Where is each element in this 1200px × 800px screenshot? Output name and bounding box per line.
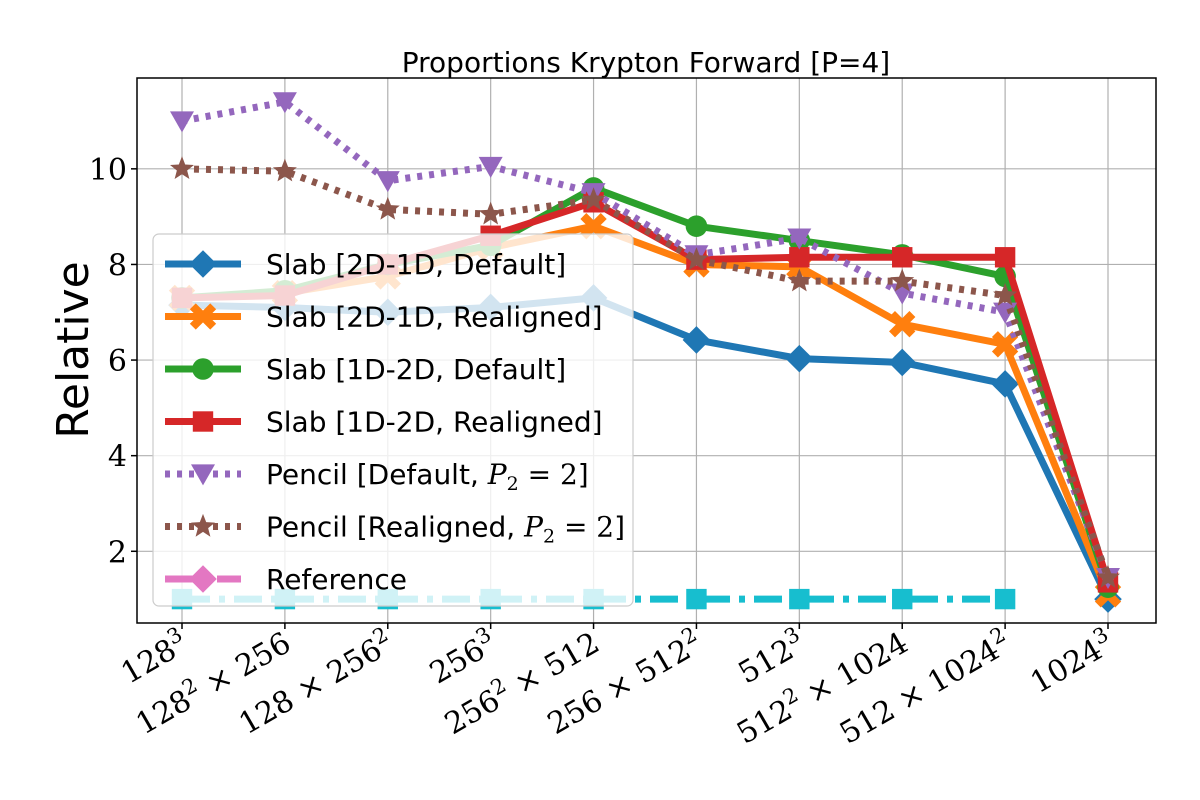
- y-tick-label: 6: [108, 344, 127, 379]
- legend-label: Pencil [Realigned, P2 = 2]: [266, 511, 625, 548]
- y-tick-label: 2: [108, 535, 127, 570]
- data-point: [789, 247, 810, 268]
- legend-entry: Slab [1D-2D, Default]: [165, 353, 566, 386]
- legend-entry: Slab [2D-1D, Default]: [165, 248, 566, 281]
- legend-entry: Slab [1D-2D, Realigned]: [165, 406, 603, 439]
- data-point: [478, 201, 503, 225]
- y-tick-label: 8: [108, 248, 127, 283]
- data-point: [685, 215, 708, 238]
- data-point: [478, 156, 503, 178]
- series-line: [181, 165, 1112, 579]
- legend-entry: Reference: [165, 563, 407, 596]
- x-tick-label: 10243: [1023, 622, 1120, 701]
- legend-label: Slab [2D-1D, Default]: [266, 248, 566, 281]
- data-point: [684, 247, 709, 270]
- legend-marker: [189, 250, 217, 278]
- data-point: [993, 282, 1018, 306]
- y-tick-label: 4: [108, 440, 127, 475]
- legend-marker: [191, 513, 215, 537]
- data-point: [787, 228, 812, 250]
- legend-box: [152, 233, 634, 607]
- data-point: [785, 344, 814, 373]
- data-point: [994, 588, 1016, 610]
- plot-frame: [136, 77, 1157, 624]
- data-point: [892, 247, 913, 268]
- data-point: [375, 171, 400, 193]
- data-point: [272, 92, 297, 114]
- legend-marker: [192, 358, 214, 380]
- legend-label: Pencil [Default, P2 = 2]: [266, 458, 589, 495]
- legend-label: Reference: [266, 563, 407, 596]
- legend-label: Slab [2D-1D, Realigned]: [266, 301, 603, 334]
- legend-marker: [189, 565, 217, 593]
- data-point: [375, 196, 400, 220]
- data-point: [686, 588, 707, 610]
- data-point: [581, 187, 606, 211]
- y-tick-label: 10: [89, 153, 127, 188]
- data-point: [1096, 564, 1120, 588]
- series-5: [170, 156, 1120, 588]
- data-point: [892, 588, 913, 610]
- legend-label: Slab [1D-2D, Default]: [266, 353, 566, 386]
- legend-entry: Slab [2D-1D, Realigned]: [165, 301, 603, 334]
- data-point: [170, 111, 194, 133]
- legend: Slab [2D-1D, Default] Slab [2D-1D, Realig…: [152, 233, 634, 607]
- data-point: [789, 588, 810, 610]
- data-point: [889, 311, 916, 338]
- data-point: [170, 156, 194, 180]
- legend-entry: Pencil [Realigned, P2 = 2]: [165, 511, 625, 548]
- series-line: [181, 98, 1112, 579]
- legend-entry: Pencil [Default, P2 = 2]: [165, 458, 589, 495]
- data-point: [994, 247, 1016, 268]
- data-point: [991, 370, 1019, 398]
- y-axis-label: Relative: [48, 261, 99, 438]
- legend-marker: [191, 464, 215, 486]
- legend-marker: [189, 303, 217, 330]
- data-point: [787, 268, 812, 292]
- data-point: [890, 268, 915, 292]
- data-point: [888, 348, 917, 377]
- legend-marker: [192, 411, 214, 432]
- data-point: [272, 158, 297, 182]
- data-point: [580, 213, 607, 240]
- legend-label: Slab [1D-2D, Realigned]: [266, 406, 603, 439]
- data-point: [682, 326, 711, 354]
- chart-title: Proportions Krypton Forward [P=4]: [402, 46, 890, 79]
